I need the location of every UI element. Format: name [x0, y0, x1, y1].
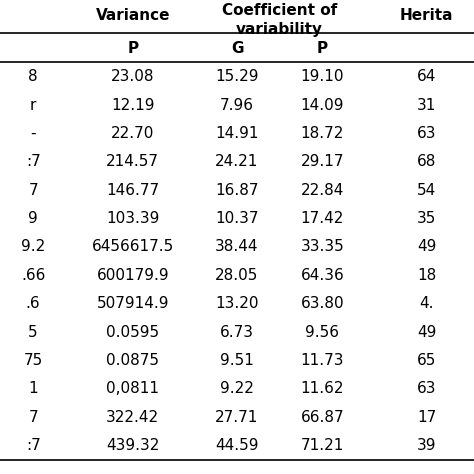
- Text: 64: 64: [417, 69, 436, 84]
- Text: 64.36: 64.36: [301, 268, 344, 283]
- Text: 507914.9: 507914.9: [97, 296, 169, 311]
- Text: 103.39: 103.39: [106, 211, 159, 226]
- Text: 22.70: 22.70: [111, 126, 155, 141]
- Text: 19.10: 19.10: [301, 69, 344, 84]
- Text: 38.44: 38.44: [215, 239, 259, 255]
- Text: 9.51: 9.51: [220, 353, 254, 368]
- Text: 29.17: 29.17: [301, 155, 344, 169]
- Text: 17: 17: [417, 410, 436, 425]
- Text: 17.42: 17.42: [301, 211, 344, 226]
- Text: 49: 49: [417, 239, 436, 255]
- Text: 35: 35: [417, 211, 436, 226]
- Text: 23.08: 23.08: [111, 69, 155, 84]
- Text: 39: 39: [417, 438, 437, 453]
- Text: 8: 8: [28, 69, 38, 84]
- Text: 9.2: 9.2: [21, 239, 46, 255]
- Text: :7: :7: [26, 155, 41, 169]
- Text: 18.72: 18.72: [301, 126, 344, 141]
- Text: 11.62: 11.62: [301, 382, 344, 396]
- Text: 33.35: 33.35: [301, 239, 344, 255]
- Text: 63.80: 63.80: [301, 296, 344, 311]
- Text: 1: 1: [28, 382, 38, 396]
- Text: 54: 54: [417, 182, 436, 198]
- Text: 14.91: 14.91: [215, 126, 259, 141]
- Text: G: G: [231, 41, 243, 56]
- Text: P: P: [127, 41, 138, 56]
- Text: 5: 5: [28, 325, 38, 339]
- Text: 146.77: 146.77: [106, 182, 159, 198]
- Text: P: P: [317, 41, 328, 56]
- Text: 22.84: 22.84: [301, 182, 344, 198]
- Text: 63: 63: [417, 382, 437, 396]
- Text: 9.56: 9.56: [305, 325, 339, 339]
- Text: 322.42: 322.42: [106, 410, 159, 425]
- Text: 7: 7: [28, 410, 38, 425]
- Text: 7: 7: [28, 182, 38, 198]
- Text: 68: 68: [417, 155, 436, 169]
- Text: 6.73: 6.73: [220, 325, 254, 339]
- Text: 0.0875: 0.0875: [106, 353, 159, 368]
- Text: 16.87: 16.87: [215, 182, 259, 198]
- Text: Herita: Herita: [400, 8, 453, 23]
- Text: 31: 31: [417, 98, 436, 112]
- Text: 14.09: 14.09: [301, 98, 344, 112]
- Text: Variance: Variance: [95, 8, 170, 23]
- Text: 28.05: 28.05: [215, 268, 259, 283]
- Text: 71.21: 71.21: [301, 438, 344, 453]
- Text: .66: .66: [21, 268, 46, 283]
- Text: 6456617.5: 6456617.5: [91, 239, 174, 255]
- Text: 63: 63: [417, 126, 437, 141]
- Text: -: -: [30, 126, 36, 141]
- Text: 7.96: 7.96: [220, 98, 254, 112]
- Text: 0.0595: 0.0595: [106, 325, 159, 339]
- Text: 9.22: 9.22: [220, 382, 254, 396]
- Text: 66.87: 66.87: [301, 410, 344, 425]
- Text: 12.19: 12.19: [111, 98, 155, 112]
- Text: 214.57: 214.57: [106, 155, 159, 169]
- Text: Coefficient of
variability: Coefficient of variability: [222, 3, 337, 36]
- Text: 18: 18: [417, 268, 436, 283]
- Text: 24.21: 24.21: [215, 155, 259, 169]
- Text: 15.29: 15.29: [215, 69, 259, 84]
- Text: 13.20: 13.20: [215, 296, 259, 311]
- Text: 11.73: 11.73: [301, 353, 344, 368]
- Text: 600179.9: 600179.9: [96, 268, 169, 283]
- Text: .6: .6: [26, 296, 40, 311]
- Text: 9: 9: [28, 211, 38, 226]
- Text: 439.32: 439.32: [106, 438, 159, 453]
- Text: 27.71: 27.71: [215, 410, 259, 425]
- Text: 0,0811: 0,0811: [106, 382, 159, 396]
- Text: 65: 65: [417, 353, 436, 368]
- Text: 44.59: 44.59: [215, 438, 259, 453]
- Text: 75: 75: [24, 353, 43, 368]
- Text: r: r: [30, 98, 36, 112]
- Text: 4.: 4.: [419, 296, 434, 311]
- Text: 49: 49: [417, 325, 436, 339]
- Text: :7: :7: [26, 438, 41, 453]
- Text: 10.37: 10.37: [215, 211, 259, 226]
